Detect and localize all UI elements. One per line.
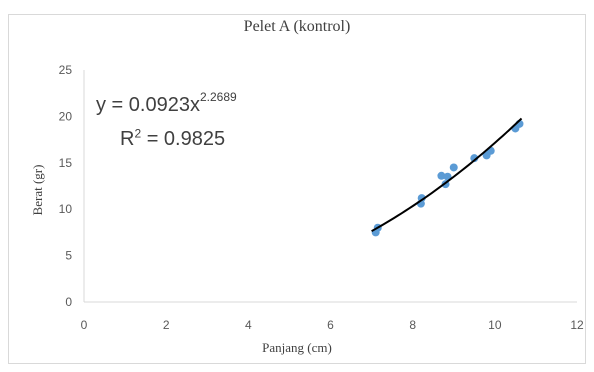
x-tick-label: 6 bbox=[327, 318, 334, 332]
x-tick-label: 2 bbox=[163, 318, 170, 332]
x-axis-label: Panjang (cm) bbox=[262, 340, 332, 355]
power-trendline bbox=[371, 117, 523, 233]
trendline-equation: y = 0.0923x2.2689 bbox=[96, 91, 237, 117]
y-tick-label: 20 bbox=[59, 109, 73, 123]
x-tick-label: 10 bbox=[488, 318, 502, 332]
y-tick-label: 5 bbox=[65, 249, 72, 263]
x-tick-label: 4 bbox=[245, 318, 252, 332]
equation-exponent: 2.2689 bbox=[199, 90, 237, 105]
r2-value: = 0.9825 bbox=[141, 128, 226, 150]
chart-title: Pelet A (kontrol) bbox=[243, 18, 351, 35]
y-tick-label: 10 bbox=[59, 202, 73, 216]
data-point bbox=[417, 194, 426, 203]
data-point bbox=[437, 171, 446, 180]
r-squared-label: R2 = 0.9825 bbox=[120, 126, 226, 151]
r2-letter: R bbox=[120, 128, 135, 150]
data-point bbox=[449, 163, 458, 172]
x-tick-label: 12 bbox=[570, 318, 584, 332]
r2-exponent: 2 bbox=[134, 126, 142, 141]
y-tick-label: 15 bbox=[59, 156, 73, 170]
equation-text: y = 0.0923x bbox=[96, 94, 200, 116]
x-tick-label: 0 bbox=[81, 318, 88, 332]
data-point bbox=[470, 154, 479, 163]
y-tick-label: 0 bbox=[65, 295, 72, 309]
chart-frame bbox=[8, 14, 586, 364]
x-tick-label: 8 bbox=[409, 318, 416, 332]
y-tick-label: 25 bbox=[59, 63, 73, 77]
